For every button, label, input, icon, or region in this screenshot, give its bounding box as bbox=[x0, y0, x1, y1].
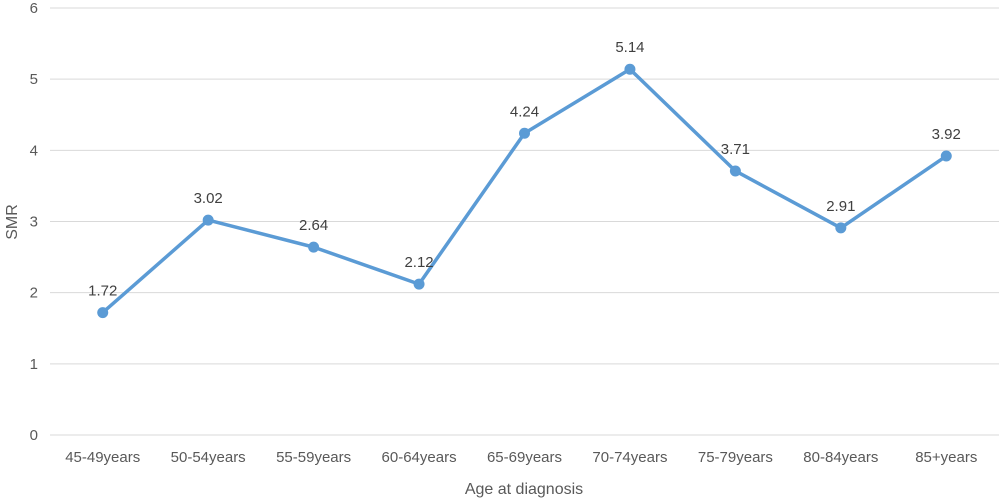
data-point bbox=[835, 222, 847, 234]
y-tick-label: 1 bbox=[30, 356, 38, 373]
x-axis-title: Age at diagnosis bbox=[465, 481, 583, 498]
data-label: 3.71 bbox=[721, 141, 750, 158]
x-tick-label: 70-74years bbox=[592, 449, 667, 466]
y-tick-label: 0 bbox=[30, 427, 38, 444]
data-label: 2.91 bbox=[826, 198, 855, 215]
x-tick-label: 60-64years bbox=[382, 449, 457, 466]
x-tick-label: 75-79years bbox=[698, 449, 773, 466]
data-label: 3.92 bbox=[932, 126, 961, 143]
x-tick-label: 50-54years bbox=[171, 449, 246, 466]
y-axis-tick-labels: 0 1 2 3 4 5 6 bbox=[30, 0, 38, 444]
x-tick-label: 45-49years bbox=[65, 449, 140, 466]
data-label: 5.14 bbox=[615, 39, 644, 56]
data-label: 3.02 bbox=[194, 190, 223, 207]
x-tick-label: 85+years bbox=[915, 449, 977, 466]
data-point bbox=[940, 150, 952, 162]
data-label: 4.24 bbox=[510, 103, 539, 120]
x-tick-label: 65-69years bbox=[487, 449, 562, 466]
data-point bbox=[624, 63, 636, 75]
data-point bbox=[202, 214, 214, 226]
y-tick-label: 6 bbox=[30, 0, 38, 17]
data-point bbox=[413, 278, 425, 290]
gridlines bbox=[50, 7, 999, 436]
x-axis-tick-labels: 45-49years 50-54years 55-59years 60-64years… bbox=[65, 449, 977, 466]
x-tick-label: 55-59years bbox=[276, 449, 351, 466]
data-label: 2.12 bbox=[404, 254, 433, 271]
x-tick-label: 80-84years bbox=[803, 449, 878, 466]
data-point bbox=[97, 307, 109, 319]
data-label: 2.64 bbox=[299, 217, 328, 234]
data-point bbox=[519, 127, 530, 139]
data-labels: 1.72 3.02 2.64 2.12 4.24 5.14 3.71 2.91 3.92 bbox=[88, 39, 961, 299]
y-tick-label: 2 bbox=[30, 285, 38, 302]
y-axis-title: SMR bbox=[4, 204, 21, 240]
y-tick-label: 3 bbox=[30, 214, 38, 231]
y-tick-label: 4 bbox=[30, 142, 38, 159]
series-group bbox=[97, 63, 952, 319]
y-tick-label: 5 bbox=[30, 71, 38, 88]
data-point bbox=[308, 241, 320, 253]
data-point bbox=[729, 165, 741, 177]
data-label: 1.72 bbox=[88, 283, 117, 300]
